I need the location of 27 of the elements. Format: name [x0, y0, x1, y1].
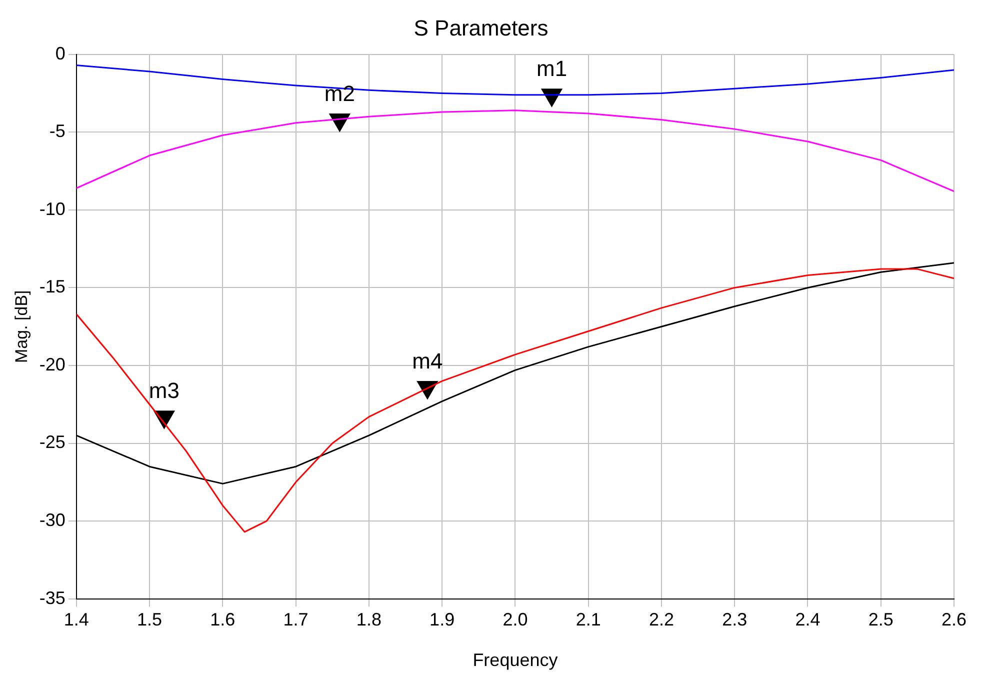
annotation: m1 — [536, 56, 568, 81]
x-tick-label: 2.4 — [795, 610, 820, 630]
x-tick-label: 1.7 — [283, 610, 308, 630]
x-tick-label: 2.6 — [941, 610, 967, 630]
x-tick-label: 2.1 — [576, 610, 601, 630]
x-tick-label: 1.4 — [64, 610, 89, 630]
x-tick-label: 2.0 — [502, 610, 528, 630]
x-tick-label: 1.6 — [210, 610, 236, 630]
chart-title: S Parameters — [414, 15, 548, 40]
y-tick-label: 0 — [55, 43, 66, 64]
annotation: m3 — [148, 378, 180, 403]
x-tick-label: 1.5 — [137, 610, 162, 630]
y-tick-label: -30 — [39, 510, 66, 530]
x-tick-label: 1.9 — [430, 610, 455, 630]
x-axis-title: Frequency — [472, 650, 558, 670]
y-tick-label: -5 — [49, 121, 66, 142]
annotation: m4 — [412, 348, 443, 374]
x-tick-label: 1.8 — [356, 610, 382, 630]
y-tick-label: -20 — [39, 354, 66, 374]
x-tick-label: 2.3 — [722, 610, 748, 630]
y-tick-label: -15 — [39, 276, 66, 297]
x-tick-label: 2.2 — [648, 610, 674, 630]
y-axis-title: Mag. [dB] — [12, 290, 31, 363]
y-tick-label: -10 — [39, 198, 66, 219]
y-tick-label: -35 — [39, 588, 66, 608]
y-tick-label: -25 — [39, 432, 66, 452]
x-tick-label: 2.5 — [868, 610, 894, 630]
